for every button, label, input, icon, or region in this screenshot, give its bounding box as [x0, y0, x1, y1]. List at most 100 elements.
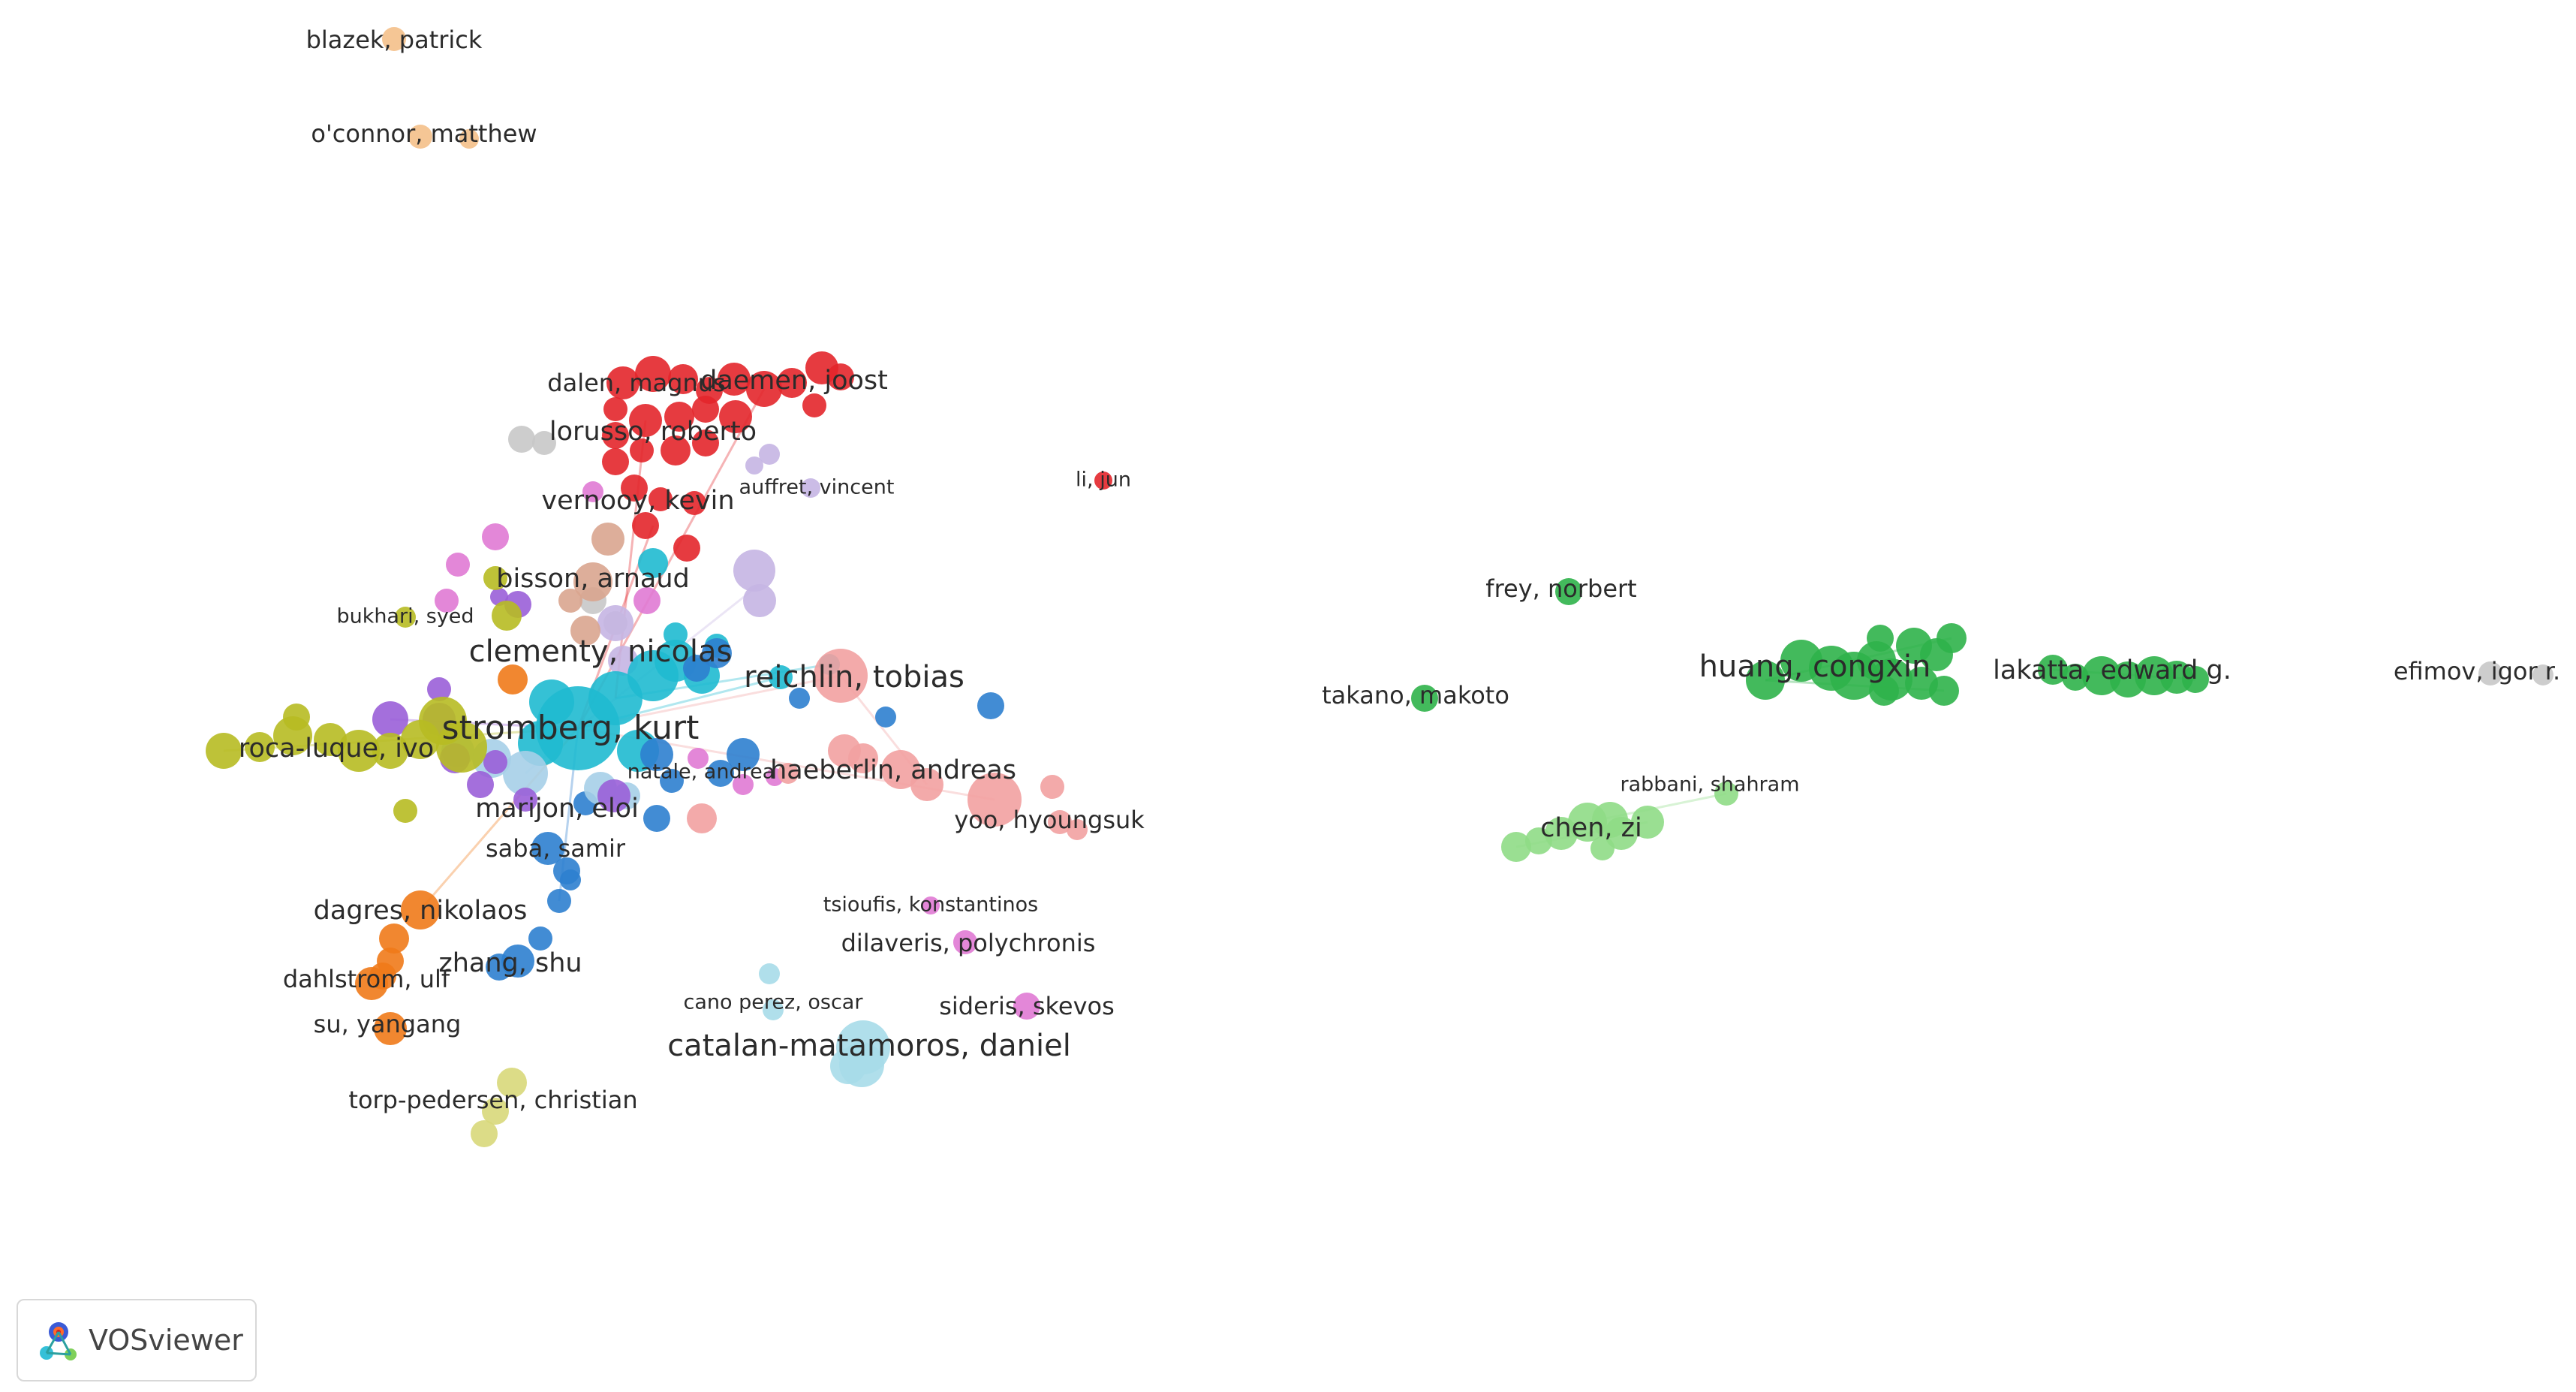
author-label[interactable]: chen, zi [1540, 813, 1642, 843]
author-node[interactable] [338, 730, 380, 772]
author-node[interactable] [802, 393, 826, 417]
author-node[interactable] [532, 431, 556, 455]
author-node[interactable] [573, 562, 612, 601]
author-node[interactable] [606, 366, 639, 399]
author-node[interactable] [602, 422, 629, 449]
author-label[interactable]: auffret, vincent [739, 476, 895, 499]
author-node[interactable] [682, 491, 706, 515]
author-node[interactable] [1631, 806, 1664, 839]
author-node[interactable] [393, 799, 417, 823]
author-node[interactable] [777, 368, 807, 398]
author-node[interactable] [668, 364, 698, 394]
author-node[interactable] [881, 750, 920, 789]
author-node[interactable] [1501, 832, 1531, 862]
author-node[interactable] [2182, 666, 2209, 693]
author-node[interactable] [746, 371, 782, 407]
author-node[interactable] [355, 967, 388, 1000]
author-label[interactable]: lakatta, edward g. [1993, 655, 2231, 685]
author-label[interactable]: marijon, eloi [475, 794, 639, 824]
author-node[interactable] [759, 444, 780, 465]
author-node[interactable] [727, 738, 760, 771]
author-node[interactable] [1869, 676, 1899, 706]
author-node[interactable] [661, 435, 691, 466]
author-node[interactable] [372, 733, 408, 769]
author-node[interactable] [1048, 810, 1072, 834]
author-node[interactable] [2478, 661, 2502, 685]
author-label[interactable]: reichlin, tobias [744, 660, 964, 694]
author-node[interactable] [664, 402, 694, 432]
author-node[interactable] [582, 481, 603, 502]
author-label[interactable]: haeberlin, andreas [770, 755, 1016, 785]
author-node[interactable] [558, 589, 582, 613]
author-node[interactable] [508, 426, 535, 453]
author-node[interactable] [1040, 775, 1064, 799]
author-node[interactable] [968, 773, 1022, 827]
author-node[interactable] [801, 478, 820, 498]
author-label[interactable]: stromberg, kurt [442, 709, 700, 747]
author-node[interactable] [688, 748, 709, 769]
author-node[interactable] [529, 679, 574, 725]
author-node[interactable] [630, 438, 654, 462]
author-label[interactable]: catalan-matamoros, daniel [667, 1029, 1071, 1063]
author-label[interactable]: frey, norbert [1485, 574, 1636, 603]
author-node[interactable] [597, 605, 633, 641]
author-node[interactable] [660, 769, 684, 793]
author-node[interactable] [459, 129, 479, 149]
author-label[interactable]: su, yangang [314, 1010, 462, 1038]
author-node[interactable] [570, 616, 600, 646]
author-node[interactable] [2532, 664, 2553, 685]
author-node[interactable] [763, 999, 784, 1020]
author-label[interactable]: lorusso, roberto [549, 417, 757, 447]
author-node[interactable] [483, 566, 507, 590]
author-node[interactable] [597, 779, 630, 812]
author-node[interactable] [702, 638, 732, 668]
author-node[interactable] [789, 688, 810, 709]
author-label[interactable]: zhang, shu [438, 948, 582, 978]
author-node[interactable] [827, 363, 854, 390]
author-node[interactable] [922, 896, 940, 914]
author-node[interactable] [602, 448, 629, 475]
author-label[interactable]: dalen, magnus [547, 369, 725, 397]
author-node[interactable] [374, 1012, 407, 1045]
author-node[interactable] [621, 475, 648, 502]
author-node[interactable] [483, 750, 507, 774]
author-node[interactable] [745, 456, 763, 475]
author-node[interactable] [707, 760, 734, 787]
author-label[interactable]: efimov, igor r. [2394, 657, 2560, 685]
author-node[interactable] [427, 677, 451, 701]
author-node[interactable] [1867, 625, 1894, 652]
author-node[interactable] [1411, 685, 1438, 712]
author-node[interactable] [953, 930, 977, 954]
author-label[interactable]: li, jun [1076, 469, 1131, 492]
author-node[interactable] [372, 701, 408, 737]
author-node[interactable] [664, 622, 688, 646]
author-node[interactable] [206, 733, 242, 769]
vosviewer-logo[interactable]: VOSviewer [17, 1299, 257, 1381]
author-node[interactable] [977, 692, 1004, 719]
author-node[interactable] [591, 523, 624, 556]
author-node[interactable] [379, 923, 409, 954]
author-node[interactable] [719, 400, 752, 433]
author-node[interactable] [435, 589, 459, 613]
author-node[interactable] [588, 671, 642, 725]
author-node[interactable] [733, 774, 754, 795]
author-node[interactable] [1714, 782, 1738, 806]
author-label[interactable]: rabbani, shahram [1620, 773, 1799, 797]
author-label[interactable]: takano, makoto [1322, 681, 1509, 710]
author-node[interactable] [1094, 472, 1112, 490]
author-node[interactable] [649, 487, 673, 511]
author-label[interactable]: bisson, arnaud [496, 564, 690, 594]
author-node[interactable] [643, 805, 670, 832]
author-node[interactable] [778, 763, 799, 784]
author-node[interactable] [482, 1098, 509, 1125]
author-label[interactable]: o'connor, matthew [311, 119, 537, 148]
author-label[interactable]: huang, congxin [1699, 649, 1931, 684]
author-node[interactable] [632, 512, 659, 539]
author-node[interactable] [635, 356, 671, 392]
author-label[interactable]: cano perez, oscar [684, 991, 864, 1014]
author-node[interactable] [408, 125, 432, 149]
author-label[interactable]: natale, andrea [627, 761, 775, 784]
author-node[interactable] [638, 548, 668, 578]
author-node[interactable] [1590, 836, 1615, 860]
author-node[interactable] [910, 768, 943, 801]
